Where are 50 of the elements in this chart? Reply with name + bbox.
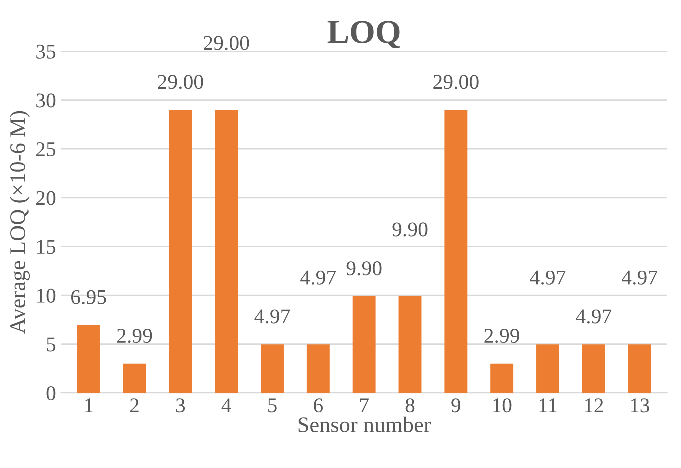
y-axis-title: Average LOQ (×10-6 M) xyxy=(10,111,30,334)
bar xyxy=(536,344,560,394)
y-tick-label: 20 xyxy=(36,191,56,206)
data-label: 29.00 xyxy=(158,75,204,90)
data-label: 2.99 xyxy=(117,329,152,344)
x-tick-label: 13 xyxy=(631,398,650,413)
data-label: 6.95 xyxy=(72,290,106,304)
bar xyxy=(77,325,100,394)
bar xyxy=(261,344,284,394)
bar xyxy=(628,344,652,394)
data-label: 4.97 xyxy=(254,310,290,324)
bar xyxy=(123,364,146,394)
bar xyxy=(215,110,238,394)
data-label: 2.99 xyxy=(484,329,520,344)
data-label: 4.97 xyxy=(300,270,336,285)
x-tick-label: 6 xyxy=(314,398,324,413)
bar xyxy=(582,344,606,394)
bar xyxy=(490,364,514,394)
y-tick-label: 35 xyxy=(36,44,56,59)
y-tick-label: 25 xyxy=(36,142,56,157)
y-tick-label: 5 xyxy=(47,338,56,352)
data-label: 9.90 xyxy=(392,222,428,237)
x-tick-label: 12 xyxy=(585,398,604,412)
bar xyxy=(169,110,192,394)
x-tick-label: 7 xyxy=(360,398,369,412)
x-tick-label: 9 xyxy=(452,398,461,413)
x-tick-label: 3 xyxy=(176,398,186,413)
y-tick-label: 0 xyxy=(46,386,56,401)
x-axis-title: Sensor number xyxy=(298,416,432,433)
x-tick-label: 1 xyxy=(85,398,93,412)
data-label: 9.90 xyxy=(346,262,382,276)
data-label: 4.97 xyxy=(622,270,658,285)
bar xyxy=(352,296,376,394)
x-tick-label: 5 xyxy=(268,398,277,413)
data-label: 4.97 xyxy=(530,270,566,285)
chart-title: LOQ xyxy=(328,21,400,49)
data-label: 29.00 xyxy=(204,36,250,50)
y-tick-label: 30 xyxy=(36,94,56,108)
data-label: 29.00 xyxy=(434,75,479,90)
x-tick-label: 10 xyxy=(494,398,512,413)
y-tick-label: 10 xyxy=(37,288,56,303)
x-tick-label: 4 xyxy=(222,398,232,412)
y-tick-label: 15 xyxy=(37,240,56,254)
x-tick-label: 8 xyxy=(406,398,415,413)
bar xyxy=(306,344,330,394)
x-tick-label: 11 xyxy=(540,398,557,412)
bar xyxy=(398,296,422,394)
bar xyxy=(444,110,468,394)
x-tick-label: 2 xyxy=(130,398,139,412)
data-label: 4.97 xyxy=(576,310,612,324)
